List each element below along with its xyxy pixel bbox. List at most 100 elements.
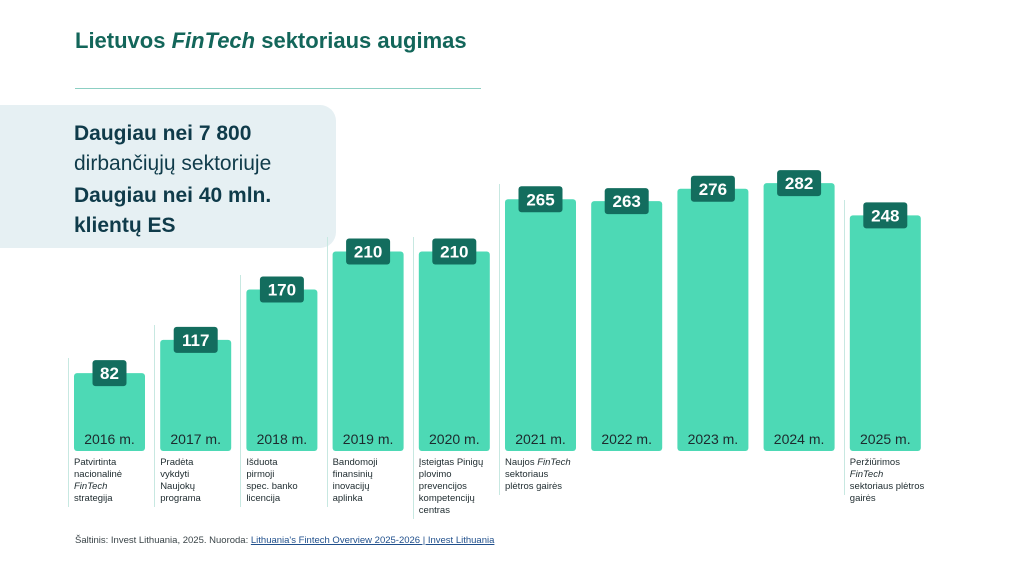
milestone-note-line: strategija	[74, 493, 113, 504]
data-label: 248	[871, 206, 899, 225]
data-label: 82	[100, 364, 119, 383]
data-label-badge	[863, 202, 908, 229]
bar-group: 82 2016 m.	[74, 360, 145, 451]
milestone-note-line: Bandomoji	[332, 457, 378, 468]
milestone-guide-line	[154, 324, 156, 507]
data-label-badge	[92, 360, 127, 387]
milestone-note: Bandomoji finansinių inovacijų aplinka	[333, 457, 413, 505]
data-label-badge	[259, 276, 304, 303]
bar-group: 170 2018 m.	[246, 276, 318, 451]
bar	[418, 251, 490, 451]
milestone-note-line: pirmoji	[246, 469, 275, 480]
data-label: 282	[785, 174, 813, 193]
data-label-badge	[518, 186, 563, 213]
callout-employees: Daugiau nei 7 800	[74, 122, 252, 145]
data-label: 276	[699, 180, 727, 199]
milestone-note: Patvirtinta nacionalinė FinTech strategija	[74, 457, 154, 505]
milestone-note-line: gairės	[849, 493, 876, 504]
x-tick-label: 2020 m.	[429, 431, 480, 447]
x-tick-label: 2019 m.	[343, 431, 394, 447]
callout-clients-desc: klientų ES	[74, 214, 176, 237]
data-label-badge	[346, 238, 391, 265]
data-label: 265	[526, 190, 554, 209]
title-divider	[75, 88, 481, 89]
callout-employees-desc: dirbančiųjų sektoriuje	[74, 152, 272, 175]
milestone-note-line: finansinių	[332, 469, 373, 480]
data-label-badge	[173, 326, 218, 353]
milestone-note-line: spec. banko	[246, 481, 298, 492]
source-note: Šaltinis: Invest Lithuania, 2025. Nuorod…	[75, 535, 494, 546]
milestone-note-line: Naujokų	[160, 481, 196, 492]
bar	[591, 201, 663, 451]
bar	[332, 251, 404, 451]
milestone-note: Peržiūrimos FinTech sektoriaus plėtros gai…	[850, 457, 930, 505]
data-label-badge	[690, 175, 735, 202]
title-prefix: Lietuvos	[75, 28, 172, 53]
milestone-note: Įsteigtas Pinigų plovimo prevencijos kompet…	[419, 457, 499, 517]
milestone-guide-line	[499, 184, 500, 495]
milestone-guide-line	[68, 358, 69, 507]
title-suffix: sektoriaus augimas	[255, 28, 467, 53]
callout-clients: Daugiau nei 40 mln.	[74, 184, 272, 207]
bar-group: 282 2024 m.	[763, 170, 835, 451]
milestone-note-line: FinTech	[74, 481, 108, 492]
data-label: 117	[182, 331, 209, 350]
milestone-note-line: Peržiūrimos FinTech	[849, 457, 900, 480]
milestone-note-line: nacionalinė	[74, 469, 123, 480]
milestone-note-line: sektoriaus	[505, 469, 549, 480]
data-label-badge	[604, 188, 649, 215]
source-text: Šaltinis: Invest Lithuania, 2025. Nuorod…	[75, 535, 251, 546]
milestone-note-line: Naujos FinTech	[505, 457, 571, 468]
data-label: 210	[440, 243, 468, 262]
source-link[interactable]: Lithuania's Fintech Overview 2025-2026 |…	[250, 535, 495, 546]
data-label: 170	[268, 281, 296, 300]
bar-group: 210 2020 m.	[418, 238, 490, 451]
x-tick-label: 2016 m.	[84, 431, 135, 447]
bar	[160, 339, 232, 451]
milestone-note-line: licencija	[246, 493, 281, 504]
milestone-note: Išduota pirmoji spec. banko licencija	[246, 457, 326, 505]
data-label-badge	[777, 170, 822, 197]
bar	[74, 373, 145, 451]
milestone-note-line: plėtros gairės	[505, 481, 563, 492]
bar	[246, 289, 318, 451]
milestone-guide-line	[843, 200, 845, 495]
milestone-note: Naujos FinTech sektoriaus plėtros gairės	[505, 457, 585, 493]
milestone-note-line: centras	[418, 505, 450, 516]
milestone-note-line: prevencijos	[418, 481, 467, 492]
bar-group: 210 2019 m.	[332, 238, 404, 451]
milestone-note-line: sektoriaus plėtros	[849, 481, 925, 492]
milestone-note-line: inovacijų	[332, 481, 370, 492]
milestone-note-line: programa	[160, 493, 201, 504]
milestone-note-line: Patvirtinta	[74, 457, 117, 468]
bar	[505, 199, 576, 451]
milestone-guide-line	[412, 236, 414, 519]
milestone-note-line: plovimo	[418, 469, 452, 480]
x-tick-label: 2017 m.	[170, 431, 221, 447]
data-label: 263	[613, 192, 641, 211]
milestone-note-line: vykdyti	[160, 469, 190, 480]
milestone-note-line: Įsteigtas Pinigų	[418, 457, 484, 468]
x-tick-label: 2021 m.	[515, 431, 566, 447]
page-title: Lietuvos FinTech sektoriaus augimas	[75, 28, 467, 54]
x-tick-label: 2018 m.	[257, 431, 308, 447]
bar	[849, 215, 921, 451]
milestone-note-line: kompetencijų	[418, 493, 475, 504]
milestone-note-line: aplinka	[332, 493, 363, 504]
data-label-badge	[432, 238, 477, 265]
bar-group: 263 2022 m.	[591, 188, 663, 451]
milestone-note: Pradėta vykdyti Naujokų programa	[160, 457, 240, 505]
milestone-guide-line	[240, 274, 242, 507]
x-tick-label: 2025 m.	[860, 431, 911, 447]
bar	[763, 183, 835, 451]
milestone-guide-line	[326, 236, 328, 507]
bar-group: 248 2025 m.	[849, 202, 921, 451]
x-tick-label: 2023 m.	[688, 431, 739, 447]
bar-group: 265 2021 m.	[505, 186, 576, 451]
x-tick-label: 2022 m.	[601, 431, 652, 447]
bar-group: 117 2017 m.	[160, 326, 232, 451]
milestone-note-line: Pradėta	[160, 457, 194, 468]
bar	[677, 188, 749, 452]
x-tick-label: 2024 m.	[774, 431, 825, 447]
